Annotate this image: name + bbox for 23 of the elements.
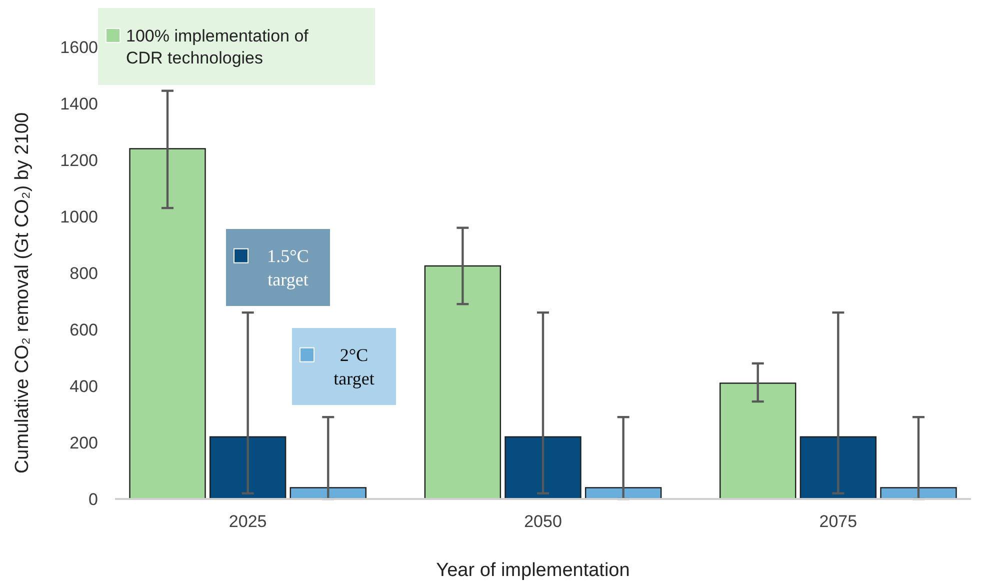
bar xyxy=(424,265,502,500)
y-tick-label: 600 xyxy=(70,320,98,340)
y-tick-label: 200 xyxy=(70,433,98,452)
x-axis-title: Year of implementation xyxy=(436,560,630,581)
y-tick-label: 400 xyxy=(70,376,98,396)
bar xyxy=(800,436,877,500)
y-tick-label: 0 xyxy=(88,490,98,509)
y-tick-label: 1000 xyxy=(60,207,98,226)
bar xyxy=(129,148,206,500)
bar xyxy=(209,436,286,500)
x-tick-label: 2075 xyxy=(819,512,858,531)
bar xyxy=(720,382,796,500)
y-tick-label: 1600 xyxy=(60,38,98,57)
y-axis-title: Cumulative CO₂ removal (Gt CO₂) by 2100 xyxy=(12,112,33,474)
legend-label: 2°C target xyxy=(334,345,374,388)
y-tick-label: 800 xyxy=(70,264,98,283)
x-tick-label: 2050 xyxy=(524,512,562,531)
y-tick-label: 1400 xyxy=(60,94,98,114)
legend-label: 100% implementation of CDR technologies xyxy=(126,26,309,68)
y-tick-label: 1200 xyxy=(60,150,98,170)
x-tick-label: 2025 xyxy=(228,512,267,531)
bar xyxy=(504,436,582,500)
legend-label: 1.5°C target xyxy=(267,246,309,290)
